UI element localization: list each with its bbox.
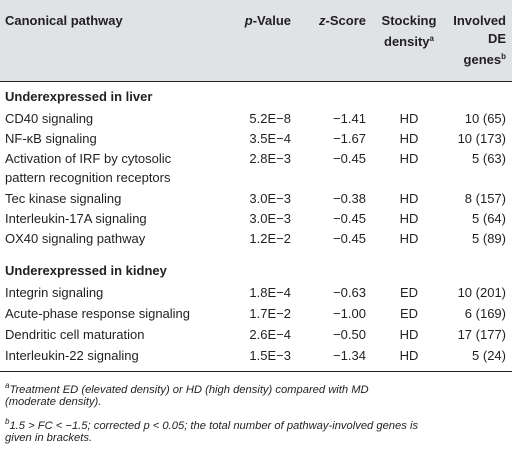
table-row: NF-κB signaling 3.5E−4 −1.67 HD 10 (173) (0, 129, 512, 151)
cell-density: ED (399, 285, 419, 300)
cell-zscore: −0.45 (333, 231, 366, 246)
footnote-b-text1: 1.5 > FC < −1.5; corrected p < 0.05; the… (9, 420, 419, 432)
header-pvalue-italic: p (244, 13, 253, 28)
cell-pvalue: 2.8E−3 (249, 151, 291, 166)
cell-pvalue: 1.5E−3 (249, 348, 291, 363)
cell-zscore: −1.41 (333, 111, 366, 126)
table-header: Canonical pathway p-Value z-Score Stocki… (0, 12, 512, 72)
footnote-a-text1: Treatment ED (elevated density) or HD (h… (9, 384, 369, 396)
cell-density: HD (399, 151, 419, 166)
cell-pathway: NF-κB signaling (5, 131, 97, 146)
cell-pvalue: 1.8E−4 (249, 285, 291, 300)
header-density-line1: Stocking (381, 13, 437, 28)
cell-pvalue: 2.6E−4 (249, 327, 291, 342)
cell-zscore: −0.45 (333, 211, 366, 226)
section-title-liver: Underexpressed in liver (0, 87, 512, 109)
cell-pathway: Dendritic cell maturation (5, 327, 145, 342)
table-row: OX40 signaling pathway 1.2E−2 −0.45 HD 5… (0, 229, 512, 251)
section-title-text: Underexpressed in liver (5, 89, 153, 104)
table-row: Interleukin-17A signaling 3.0E−3 −0.45 H… (0, 209, 512, 231)
cell-density: HD (399, 231, 419, 246)
header-genes-text: genes (463, 52, 502, 67)
header-pvalue-rest: -Value (252, 13, 291, 28)
cell-density: HD (399, 131, 419, 146)
footnote-a: aTreatment ED (elevated density) or HD (… (5, 377, 505, 399)
header-pvalue: p-Value (229, 12, 291, 30)
footnote-b: b1.5 > FC < −1.5; corrected p < 0.05; th… (5, 413, 505, 435)
section-title-kidney: Underexpressed in kidney (0, 261, 512, 283)
cell-pathway-cont: pattern recognition receptors (5, 170, 171, 185)
cell-pvalue: 1.2E−2 (249, 231, 291, 246)
cell-pvalue: 3.0E−3 (249, 191, 291, 206)
table-row: Dendritic cell maturation 2.6E−4 −0.50 H… (0, 325, 512, 347)
cell-genes: 17 (177) (457, 327, 506, 342)
section-title-text: Underexpressed in kidney (5, 263, 167, 278)
footnote-b-mark: b (5, 417, 10, 426)
header-density-line2: densitya (379, 30, 439, 51)
header-band (0, 0, 512, 81)
footnote-a-cont: (moderate density). (5, 396, 102, 408)
cell-pathway: Activation of IRF by cytosolic (5, 151, 172, 166)
cell-pvalue: 3.0E−3 (249, 211, 291, 226)
cell-zscore: −0.63 (333, 285, 366, 300)
header-zscore-italic: z (319, 13, 326, 28)
header-rule (0, 81, 512, 82)
cell-genes: 10 (65) (464, 111, 506, 126)
cell-pvalue: 5.2E−8 (249, 111, 291, 126)
cell-genes: 10 (173) (457, 131, 506, 146)
bottom-rule (0, 371, 512, 372)
cell-genes: 6 (169) (464, 306, 506, 321)
cell-pvalue: 3.5E−4 (249, 131, 291, 146)
header-zscore-rest: -Score (325, 13, 366, 28)
header-genes-line1: Involved (453, 13, 506, 28)
header-genes-line2: DE (487, 31, 506, 46)
cell-density: HD (399, 327, 419, 342)
cell-zscore: −0.45 (333, 151, 366, 166)
header-density-text: density (384, 34, 430, 49)
cell-zscore: −1.00 (333, 306, 366, 321)
cell-zscore: −1.67 (333, 131, 366, 146)
header-zscore: z-Score (300, 12, 366, 30)
cell-pvalue: 1.7E−2 (249, 306, 291, 321)
cell-pathway: OX40 signaling pathway (5, 231, 146, 246)
cell-zscore: −0.50 (333, 327, 366, 342)
header-density-sup: a (429, 34, 434, 43)
cell-density: ED (399, 306, 419, 321)
footnote-a-mark: a (5, 381, 10, 390)
header-genes-sup: b (501, 52, 506, 61)
cell-pathway: Interleukin-22 signaling (5, 348, 139, 363)
cell-density: HD (399, 191, 419, 206)
table-row: Acute-phase response signaling 1.7E−2 −1… (0, 304, 512, 326)
table-row: Integrin signaling 1.8E−4 −0.63 ED 10 (2… (0, 283, 512, 305)
table-row: Activation of IRF by cytosolic pattern r… (0, 149, 512, 189)
cell-density: HD (399, 111, 419, 126)
header-pathway: Canonical pathway (5, 13, 123, 28)
cell-genes: 5 (64) (472, 211, 506, 226)
cell-genes: 10 (201) (457, 285, 506, 300)
cell-pathway: Acute-phase response signaling (5, 306, 191, 321)
cell-pathway: Tec kinase signaling (5, 191, 122, 206)
cell-zscore: −1.34 (333, 348, 366, 363)
table-row: Tec kinase signaling 3.0E−3 −0.38 HD 8 (… (0, 189, 512, 211)
table-row: CD40 signaling 5.2E−8 −1.41 HD 10 (65) (0, 109, 512, 131)
cell-pathway: Interleukin-17A signaling (5, 211, 147, 226)
cell-genes: 5 (63) (472, 151, 506, 166)
cell-density: HD (399, 211, 419, 226)
cell-pathway: Integrin signaling (5, 285, 104, 300)
header-genes-line3: genesb (447, 48, 506, 69)
table-row: Interleukin-22 signaling 1.5E−3 −1.34 HD… (0, 346, 512, 368)
cell-genes: 5 (89) (472, 231, 506, 246)
cell-pathway: CD40 signaling (5, 111, 94, 126)
cell-density: HD (399, 348, 419, 363)
cell-genes: 5 (24) (472, 348, 506, 363)
cell-genes: 8 (157) (464, 191, 506, 206)
cell-zscore: −0.38 (333, 191, 366, 206)
footnote-b-cont: given in brackets. (5, 432, 93, 444)
